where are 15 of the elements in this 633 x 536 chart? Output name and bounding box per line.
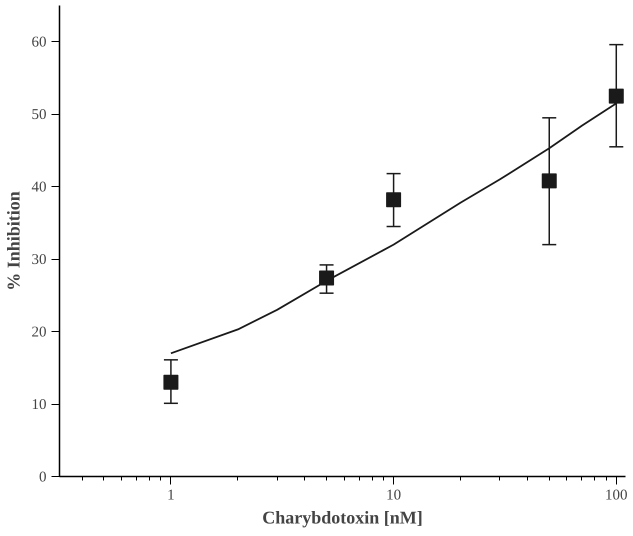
x-tick-label: 100 bbox=[605, 488, 628, 504]
y-tick-label: 10 bbox=[32, 397, 46, 414]
x-axis-title: Charybdotoxin [nM] bbox=[262, 508, 423, 528]
x-tick-label: 1 bbox=[167, 488, 175, 504]
y-tick-label: 30 bbox=[32, 252, 46, 268]
y-tick-label: 20 bbox=[32, 324, 46, 341]
x-tick-label: 10 bbox=[386, 488, 402, 504]
y-tick-label: 0 bbox=[39, 470, 46, 486]
y-tick-label: 40 bbox=[32, 180, 46, 196]
y-tick-label: 60 bbox=[32, 34, 46, 51]
point bbox=[386, 192, 402, 208]
y-tick-label: 50 bbox=[32, 107, 46, 124]
y-axis-title: % Inhibition bbox=[4, 191, 24, 291]
point bbox=[608, 88, 624, 104]
point bbox=[163, 374, 178, 390]
